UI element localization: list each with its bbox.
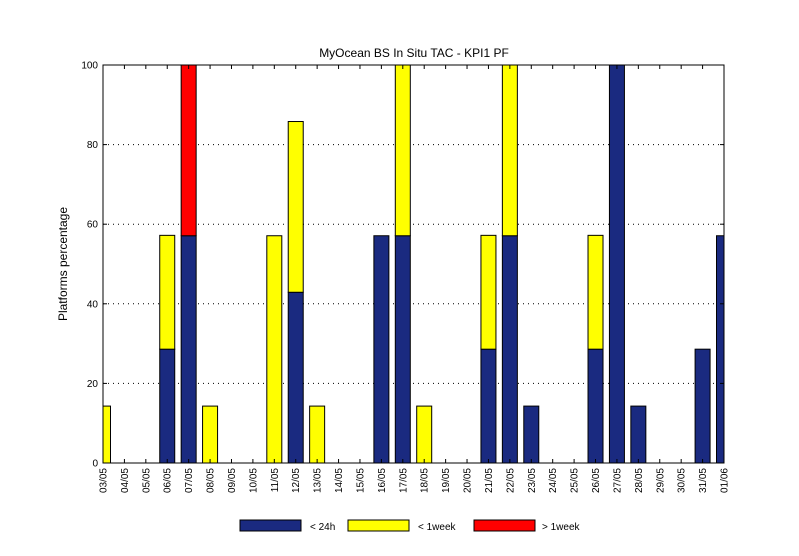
bar-lt24h-17-05 [394, 235, 411, 463]
bar-lt24h-31-05 [694, 348, 711, 463]
x-tick-label: 26/05 [591, 468, 602, 493]
bar-lt24h-06-05 [159, 348, 176, 463]
x-tick-label: 24/05 [548, 468, 559, 493]
bar-lt24h-12-05 [287, 291, 304, 463]
bar-lt24h-28-05 [630, 405, 647, 463]
x-tick-label: 27/05 [612, 468, 623, 493]
x-tick-label: 31/05 [698, 468, 709, 493]
x-tick-label: 18/05 [420, 468, 431, 493]
x-tick-label: 03/05 [99, 468, 110, 493]
bar-lt1week-06-05 [159, 234, 176, 350]
x-tick-label: 07/05 [184, 468, 195, 493]
y-tick-label: 20 [87, 379, 99, 390]
axis-ticks: 0 20 40 60 80 100 03/05 04/05 05/05 06/05 07/05 08/… [81, 61, 730, 494]
legend-label-lt1week: < 1week [418, 522, 457, 533]
x-tick-label: 28/05 [634, 468, 645, 493]
x-tick-label: 10/05 [248, 468, 259, 493]
bar-gt1week-07-05 [180, 65, 197, 237]
bar-lt1week-13-05 [309, 405, 326, 463]
x-tick-label: 21/05 [484, 468, 495, 493]
bar-lt1week-03-05 [103, 405, 111, 463]
x-tick-label: 09/05 [227, 468, 238, 493]
legend-label-lt24h: < 24h [310, 522, 335, 533]
x-tick-label: 05/05 [141, 468, 152, 493]
bar-lt24h-23-05 [523, 405, 540, 463]
legend-swatch-lt1week [347, 519, 410, 532]
bar-lt1week-22-05 [501, 65, 518, 237]
x-tick-label: 20/05 [463, 468, 474, 493]
x-tick-label: 13/05 [313, 468, 324, 493]
bars [103, 65, 724, 463]
bar-lt1week-12-05 [287, 121, 304, 293]
x-tick-label: 25/05 [570, 468, 581, 493]
bar-lt24h-16-05 [373, 235, 390, 463]
bar-lt1week-21-05 [480, 234, 497, 350]
bar-lt1week-08-05 [202, 405, 219, 463]
legend-swatch-lt24h [239, 519, 302, 532]
bar-lt24h-22-05 [501, 235, 518, 463]
bar-lt24h-26-05 [587, 348, 604, 463]
legend: < 24h < 1week > 1week [239, 519, 581, 533]
x-tick-label: 15/05 [355, 468, 366, 493]
bar-lt1week-26-05 [587, 234, 604, 350]
bar-lt24h-01-06 [716, 235, 724, 463]
x-tick-label: 17/05 [398, 468, 409, 493]
y-tick-label: 80 [87, 140, 99, 151]
y-tick-label: 40 [87, 299, 99, 310]
x-tick-label: 14/05 [334, 468, 345, 493]
y-axis-label: Platforms percentage [56, 207, 70, 321]
x-tick-label: 30/05 [677, 468, 688, 493]
x-tick-label: 23/05 [527, 468, 538, 493]
x-tick-label: 08/05 [206, 468, 217, 493]
plot-frame [102, 64, 725, 464]
bar-lt24h-07-05 [180, 235, 197, 463]
legend-label-gt1week: > 1week [542, 522, 581, 533]
y-tick-label: 60 [87, 220, 99, 231]
bar-lt24h-21-05 [480, 348, 497, 463]
x-tick-label: 22/05 [505, 468, 516, 493]
bar-lt1week-18-05 [416, 405, 433, 463]
bar-lt24h-27-05 [608, 65, 625, 463]
x-tick-label: 06/05 [163, 468, 174, 493]
x-tick-label: 04/05 [120, 468, 131, 493]
y-tick-label: 0 [92, 459, 98, 470]
x-tick-label: 16/05 [377, 468, 388, 493]
chart-title: MyOcean BS In Situ TAC - KPI1 PF [319, 46, 509, 60]
legend-swatch-gt1week [473, 519, 536, 532]
x-tick-label: 19/05 [441, 468, 452, 493]
x-tick-label: 11/05 [270, 468, 281, 493]
x-tick-label: 01/06 [720, 468, 731, 493]
y-tick-label: 100 [81, 61, 98, 72]
bar-lt1week-17-05 [394, 65, 411, 237]
x-tick-label: 12/05 [291, 468, 302, 493]
x-tick-label: 29/05 [655, 468, 666, 493]
bar-lt1week-11-05 [266, 235, 283, 463]
